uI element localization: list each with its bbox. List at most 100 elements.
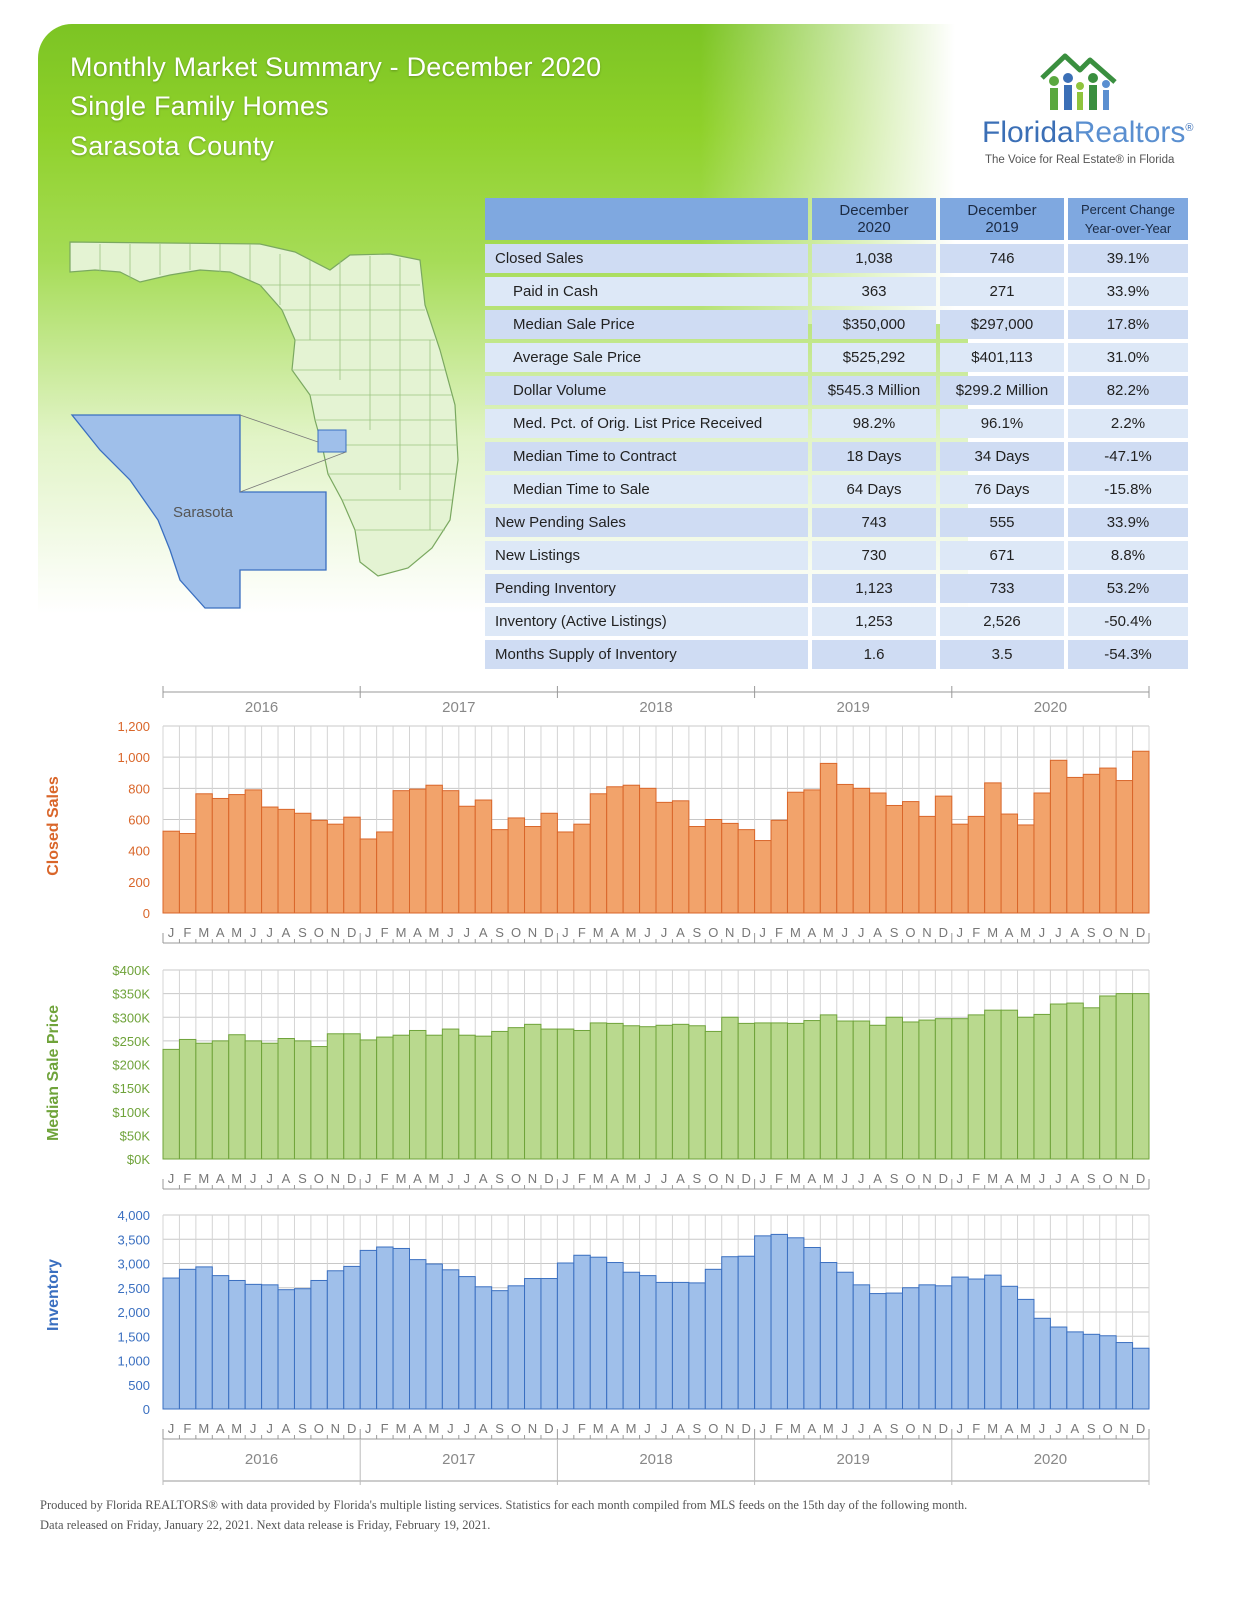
bar <box>737 1255 756 1410</box>
row-label: Paid in Cash <box>485 277 808 306</box>
y-tick-label: $300K <box>112 1010 150 1025</box>
y-tick-label: 2,500 <box>117 1281 150 1296</box>
x-month-label: M <box>823 1171 834 1186</box>
x-month-label: D <box>347 925 357 940</box>
bar <box>951 1276 969 1410</box>
y-axis-title: Closed Sales <box>45 776 62 876</box>
banner-fade <box>700 24 1000 324</box>
x-month-label: A <box>413 1421 422 1436</box>
x-month-label: A <box>479 1421 488 1436</box>
table-row: Inventory (Active Listings) 1,253 2,526 -50… <box>485 607 1188 636</box>
bar <box>376 831 394 914</box>
bar <box>951 1018 969 1160</box>
market-summary-table: December 2020 December 2019 Percent Chan… <box>481 194 1192 673</box>
bar <box>606 786 624 914</box>
y-tick-label: 500 <box>128 1378 150 1393</box>
bar <box>754 1022 772 1160</box>
bar <box>556 831 575 914</box>
x-month-label: M <box>987 1171 998 1186</box>
bar <box>425 1034 443 1160</box>
x-month-label: D <box>939 925 949 940</box>
bar <box>967 1014 986 1160</box>
bar <box>524 1278 542 1410</box>
bar <box>228 794 246 914</box>
x-month-label: J <box>858 1171 865 1186</box>
bar <box>803 1020 821 1160</box>
bar <box>244 789 263 914</box>
x-month-label: J <box>250 1421 257 1436</box>
bar <box>951 823 969 914</box>
florida-county-map: Sarasota <box>69 241 459 609</box>
table-row: New Listings 730 671 8.8% <box>485 541 1188 570</box>
y-axis-title: Inventory <box>45 1259 62 1331</box>
bar <box>524 1023 542 1160</box>
table-row: Median Time to Contract 18 Days 34 Days -47… <box>485 442 1188 471</box>
bar <box>1049 759 1068 914</box>
bar <box>770 1233 788 1410</box>
bar <box>1082 773 1101 914</box>
x-month-label: A <box>808 925 817 940</box>
x-month-label: F <box>972 925 980 940</box>
y-tick-label: 1,500 <box>117 1329 150 1344</box>
value-dec-2019: $297,000 <box>940 310 1064 339</box>
bar <box>934 1285 953 1410</box>
x-month-label: D <box>939 1171 949 1186</box>
bar <box>869 1024 887 1160</box>
row-label: Months Supply of Inventory <box>485 640 808 669</box>
bar <box>786 1237 805 1410</box>
bar <box>211 1040 230 1160</box>
year-label: 2018 <box>639 699 672 716</box>
y-tick-label: $200K <box>112 1058 150 1073</box>
x-month-label: J <box>365 925 372 940</box>
row-label: Median Sale Price <box>485 310 808 339</box>
x-month-label: J <box>1055 1171 1062 1186</box>
x-month-label: J <box>841 1171 848 1186</box>
bar <box>343 816 361 914</box>
x-month-label: O <box>314 1171 325 1186</box>
x-month-label: N <box>528 1421 538 1436</box>
x-month-label: J <box>644 925 651 940</box>
value-dec-2019: 96.1% <box>940 409 1064 438</box>
table-row: Dollar Volume $545.3 Million $299.2 Millio… <box>485 376 1188 405</box>
footer-line-2: Data released on Friday, January 22, 202… <box>40 1518 491 1532</box>
x-month-label: J <box>957 1421 964 1436</box>
x-month-label: D <box>741 925 751 940</box>
bar <box>754 840 772 914</box>
x-month-label: J <box>365 1171 372 1186</box>
x-month-label: J <box>841 1421 848 1436</box>
y-tick-label: 1,000 <box>117 1354 150 1369</box>
value-percent-change: 8.8% <box>1068 541 1188 570</box>
bar <box>852 1284 871 1410</box>
bar <box>721 1016 739 1160</box>
bar <box>310 819 328 914</box>
x-month-label: A <box>216 1421 225 1436</box>
bar <box>721 1256 739 1410</box>
value-dec-2020: 64 Days <box>812 475 936 504</box>
x-month-label: F <box>972 1171 980 1186</box>
bar <box>622 784 641 914</box>
x-month-label: M <box>396 925 407 940</box>
table-row: Med. Pct. of Orig. List Price Received 98… <box>485 409 1188 438</box>
value-percent-change: -47.1% <box>1068 442 1188 471</box>
y-tick-label: 200 <box>128 875 150 890</box>
value-percent-change: 2.2% <box>1068 409 1188 438</box>
bar <box>409 1029 427 1160</box>
bar <box>359 1249 378 1410</box>
bar <box>1033 1013 1051 1160</box>
x-month-label: O <box>905 1421 916 1436</box>
x-month-label: F <box>775 925 783 940</box>
bar <box>885 1292 903 1410</box>
x-month-label: M <box>1020 925 1031 940</box>
x-month-label: N <box>528 1171 538 1186</box>
x-month-label: A <box>676 1171 685 1186</box>
logo-registered-mark: ® <box>1185 122 1194 134</box>
value-dec-2019: 733 <box>940 574 1064 603</box>
x-month-label: F <box>183 925 191 940</box>
bar <box>392 1247 411 1410</box>
bar <box>803 1246 821 1410</box>
bar <box>195 1042 213 1160</box>
x-month-label: N <box>331 925 341 940</box>
x-month-label: J <box>1039 1171 1046 1186</box>
x-month-label: S <box>692 1171 701 1186</box>
y-tick-label: $0K <box>127 1152 150 1167</box>
